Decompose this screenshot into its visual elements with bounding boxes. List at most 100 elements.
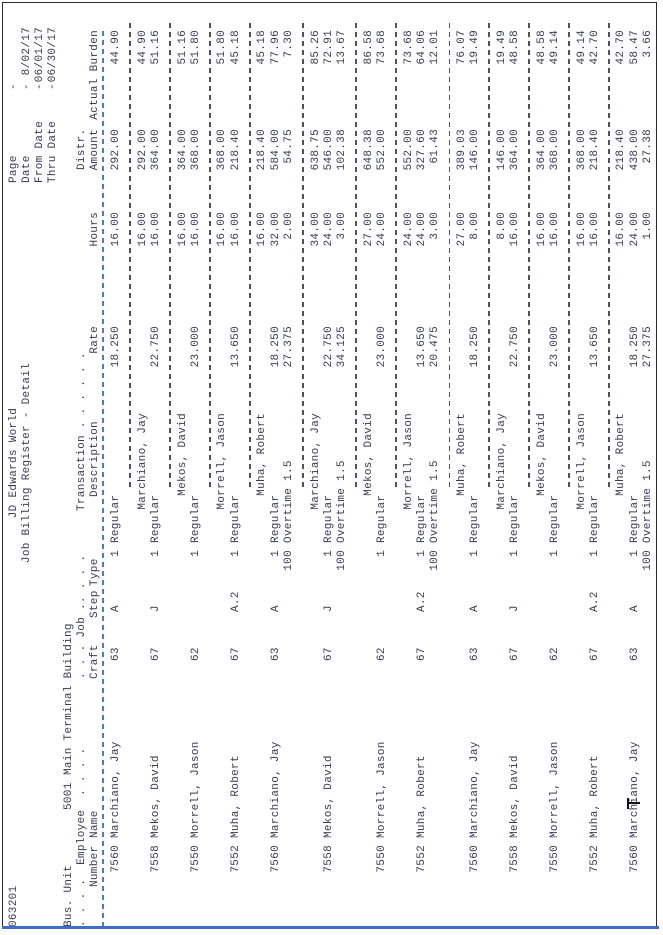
burden-cell: 51.16 [149,30,162,65]
step-cell: A.2 [415,591,428,612]
burden-cell: 12.01 [429,30,442,65]
group-separator [608,23,610,487]
amount-cell: 102.38 [336,129,349,171]
group-separator [488,23,490,487]
burden-cell: 3.66 [642,30,654,58]
total-name-cell: Morrell, Jason [402,413,415,510]
group-separator [448,23,450,487]
craft-cell: 67 [415,647,428,661]
group-separator [169,23,171,487]
total-burden-cell: 51.16 [176,30,189,65]
employee-number-cell: 7552 [415,845,428,873]
window-bottom-accent [2,926,659,929]
rate-cell: 22.750 [509,326,521,368]
total-burden-cell: 51.80 [216,30,229,65]
amount-cell: 368.00 [189,129,202,171]
description-cell: Regular [548,494,561,543]
type-cell: 100 [429,550,442,571]
hours-cell: 3.00 [429,212,442,240]
total-burden-cell: 48.58 [535,30,548,65]
total-name-cell: Marchiano, Jay [136,413,149,510]
total-name-cell: Mekos, David [362,413,375,496]
hours-cell: 16.00 [110,212,122,247]
description-cell: Regular [509,494,521,543]
group-separator [528,23,530,487]
craft-cell: 67 [322,647,335,661]
type-cell: 1 [110,550,122,557]
report-header-line-2: Job Billing Register - Detail Date - 8/0… [21,0,34,935]
total-amount-cell: 146.00 [495,129,508,171]
transaction-row: 7550 Morrell, Jason 62 1 Regular 23.000 16.00 3… [190,0,203,935]
description-cell: Overtime 1.5 [282,460,295,543]
amount-cell: 368.00 [548,129,561,171]
employee-name-cell: Muha, Robert [229,755,242,838]
employee-name-cell: Marchiano, Jay [269,741,282,838]
business-unit-number: 5001 [63,782,75,810]
header-rule [102,27,104,927]
employee-name-cell: Mekos, David [509,755,521,838]
col-dots-job: . . . Job .. . . . [76,554,88,679]
employee-name-cell: Mekos, David [322,755,335,838]
from-date-dash: - [34,83,46,90]
group-separator [129,23,131,487]
employee-number-cell: 7550 [376,845,388,873]
report-id: 063201 [8,885,20,927]
hours-cell: 16.00 [548,212,561,247]
description-cell: Regular [588,494,601,543]
craft-cell: 62 [376,647,388,661]
total-burden-cell: 45.18 [256,30,269,65]
craft-cell: 62 [189,647,202,661]
total-hours-cell: 34.00 [309,212,322,247]
transaction-row: 100 Overtime 1.5 27.375 2.00 54.75 7.30 [283,0,296,935]
rate-cell: 18.250 [110,326,122,368]
employee-number-cell: 7560 [469,845,482,873]
rate-cell: 13.650 [229,326,242,368]
total-burden-cell: 86.58 [362,30,375,65]
amount-cell: 552.00 [376,129,388,171]
craft-cell: 67 [509,647,521,661]
total-amount-cell: 368.00 [216,129,229,171]
total-name-cell: Marchiano, Jay [495,413,508,510]
transaction-row: 7558 Mekos, David 67 J 1 Regular 22.750 16.00 36… [509,0,522,935]
rate-cell: 18.250 [269,326,282,368]
employee-name-cell: Morrell, Jason [376,741,388,838]
type-cell: 1 [628,550,641,557]
employee-number-cell: 7558 [509,845,521,873]
total-amount-cell: 218.40 [615,129,628,171]
hours-cell: 16.00 [189,212,202,247]
col-rate: Rate [89,326,101,354]
total-burden-cell: 85.26 [309,30,322,65]
page-dash: - [8,83,20,90]
type-cell: 1 [149,550,162,557]
total-hours-cell: 16.00 [575,212,588,247]
group-separator [395,23,397,487]
step-cell: J [322,605,335,612]
date-value: 8/02/17 [21,27,33,76]
transaction-row: 7560 Marchiano, Jay 63 A 1 Regular 18.250 8.00 1… [469,0,482,935]
rate-cell: 18.250 [469,326,482,368]
description-cell: Regular [628,494,641,543]
amount-cell: 292.00 [110,129,122,171]
col-number: Number [89,845,101,887]
description-cell: Regular [189,494,202,543]
employee-number-cell: 7560 [628,845,641,873]
burden-cell: 45.18 [229,30,242,65]
group-separator [355,23,357,487]
employee-name-cell: Marchiano, Jay [110,741,122,838]
craft-cell: 67 [588,647,601,661]
rate-cell: 27.375 [282,326,295,368]
report-header-line-4: Thru Date - 06/30/17 [47,0,60,935]
employee-total-row: Muha, Robert 27.00 389.03 76.07 [456,0,469,935]
employee-number-cell: 7550 [548,845,561,873]
employee-total-row: Morrell, Jason 16.00 368.00 49.14 [576,0,589,935]
employee-number-cell: 7560 [269,845,282,873]
step-cell: A [469,605,482,612]
employee-total-row: Mekos, David 16.00 364.00 48.58 [536,0,549,935]
hours-cell: 2.00 [282,212,295,240]
hours-cell: 24.00 [376,212,388,247]
col-description: Description [89,421,101,497]
burden-cell: 7.30 [282,30,295,58]
col-craft: Craft [89,644,101,679]
total-hours-cell: 16.00 [176,212,189,247]
